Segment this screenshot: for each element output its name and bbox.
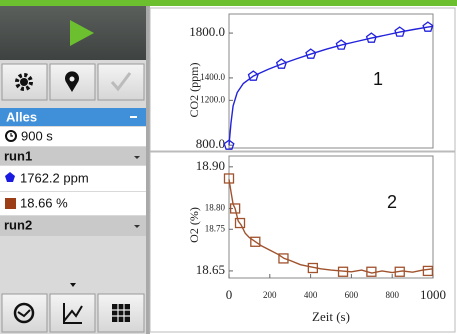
pin-hole [70,77,75,82]
o2-icon [5,198,16,209]
y-tick-label: 18.75 [205,223,226,233]
meter-set: Alles [6,109,37,124]
y-tick-label: 1800.0 [189,24,225,39]
x-tick-label: 200 [263,290,277,300]
keep-button[interactable] [98,64,144,100]
o2-reading: 18.66 % [20,195,68,210]
y-axis-label: CO2 (ppm) [187,63,201,118]
y-tick-label: 18.90 [196,158,225,173]
x-tick-label: 800 [385,290,399,300]
annotation: 2 [387,192,397,212]
annotation: 1 [373,69,383,89]
x-tick-label: 0 [226,287,233,302]
y-axis-label: O2 (%) [187,207,201,243]
meter-view-button[interactable] [2,294,47,332]
co2-reading: 1762.2 ppm [20,170,89,185]
run-name: run1 [4,148,32,163]
x-tick-label: 600 [345,290,359,300]
y-tick-label: 1200.0 [200,94,225,104]
y-tick-label: 18.80 [205,203,226,213]
duration: 900 s [21,128,53,143]
x-axis-label: Zeit (s) [312,309,350,324]
y-tick-label: 18.65 [196,262,225,277]
x-tick-label: 400 [304,290,318,300]
divider [146,6,150,334]
y-tick-label: 800.0 [196,136,225,151]
collapse-icon [130,116,137,118]
app: Alles 900 s run1 1762.2 ppm 18.66 % run2… [0,0,457,334]
top-bar [0,0,457,6]
run-name: run2 [4,217,32,232]
y-tick-label: 1400.0 [200,72,225,82]
x-tick-label: 1000 [420,287,446,302]
gear-icon-core [20,78,28,86]
page: Alles 900 s run1 1762.2 ppm 18.66 % run2… [0,0,457,334]
table-icon [112,304,130,322]
